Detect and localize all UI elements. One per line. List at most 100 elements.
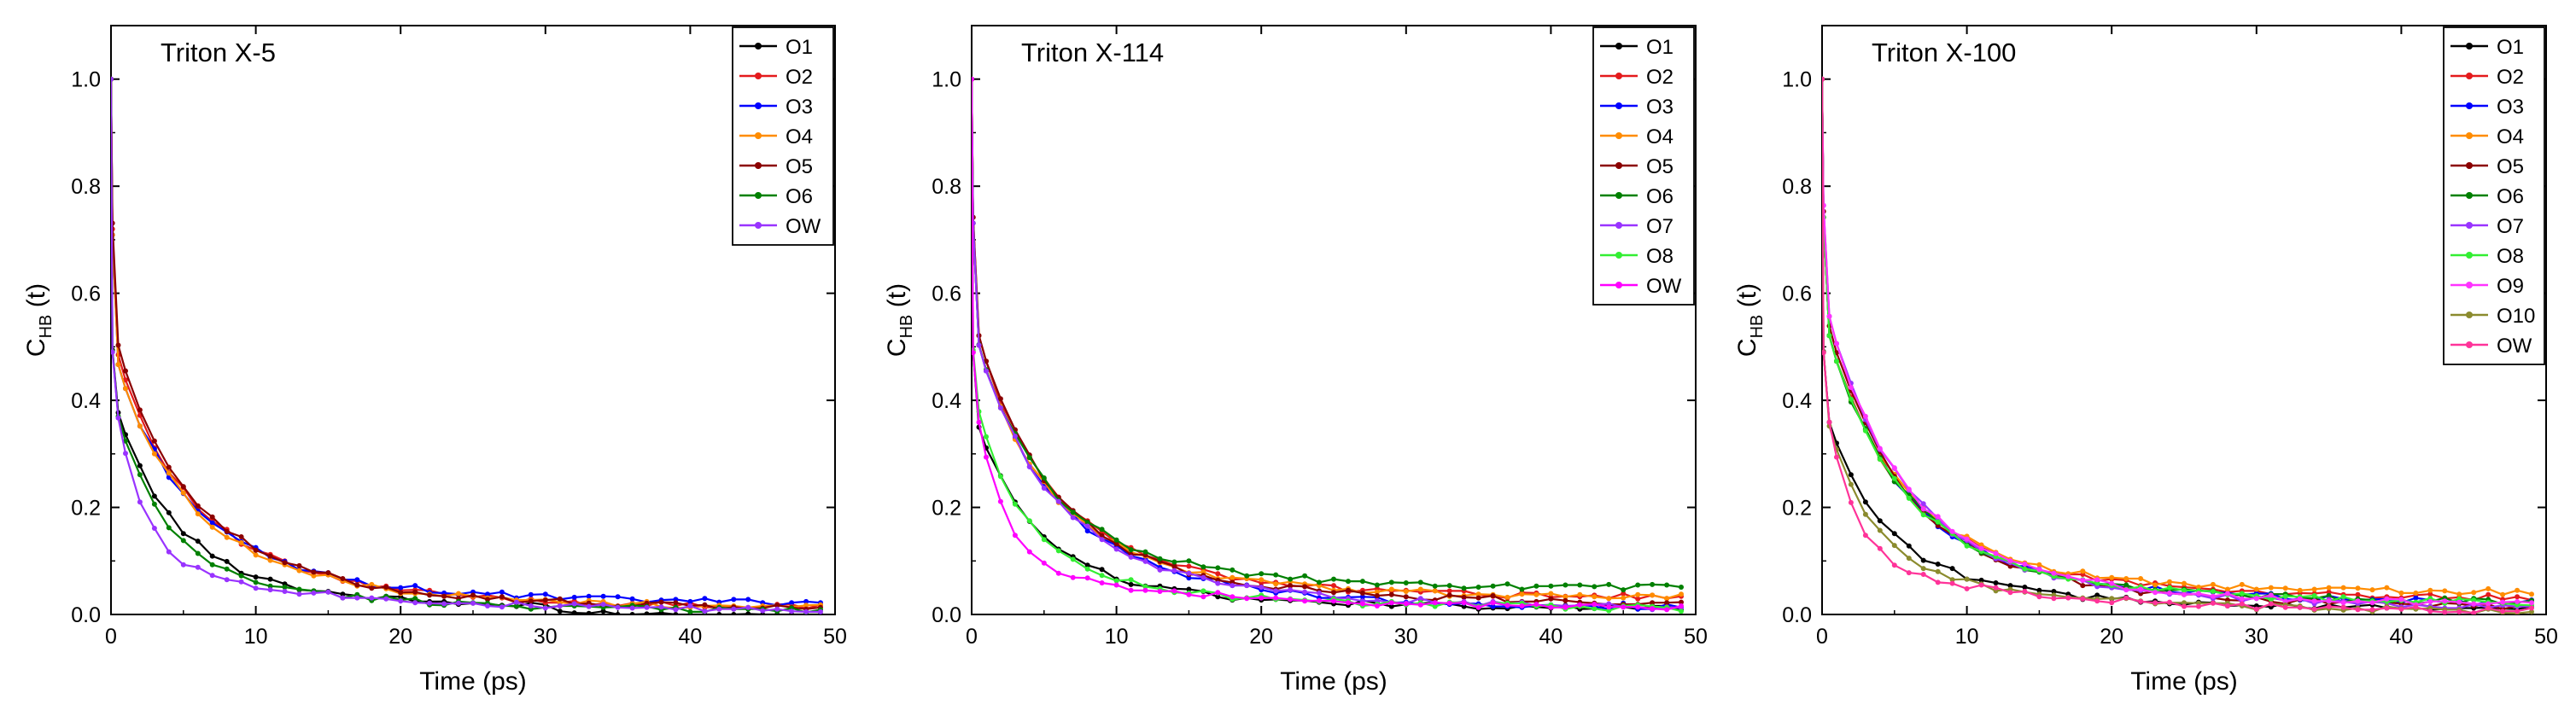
legend-label-ow: OW (1646, 275, 1682, 298)
data-point-o8 (1026, 518, 1032, 524)
data-point-o1 (673, 612, 679, 614)
data-point-o9 (1877, 445, 1883, 451)
data-point-o6 (1317, 579, 1322, 585)
y-tick-label: 0.4 (71, 389, 101, 413)
x-tick-label: 40 (678, 625, 702, 649)
data-point-o1 (340, 591, 346, 597)
data-point-o5 (398, 590, 404, 596)
data-point-ow (1070, 574, 1076, 580)
data-point-o8 (997, 474, 1003, 480)
legend-label-o3: O3 (2497, 96, 2524, 119)
data-point-o10 (1877, 527, 1883, 533)
legend-marker (2466, 132, 2473, 139)
data-point-o8 (2022, 566, 2028, 572)
data-point-o6 (1446, 583, 1452, 589)
data-point-ow (716, 606, 722, 612)
data-point-o7 (1302, 589, 1308, 595)
data-point-ow (2036, 594, 2042, 600)
chart-panel-2: 0 10 20 30 40 50 0.0 0.2 0.4 0.6 0.8 1.0 Time (ps) CH… (883, 25, 1708, 696)
data-point-o5 (1650, 600, 1656, 606)
data-point-ow (1171, 588, 1177, 594)
data-point-o6 (1259, 571, 1265, 577)
data-point-o9 (1848, 385, 1854, 390)
data-point-o6 (1099, 527, 1105, 533)
data-point-ow (2456, 608, 2462, 614)
data-point-ow (1606, 604, 1612, 610)
data-point-o6 (209, 562, 215, 568)
data-point-o9 (2442, 598, 2448, 604)
data-point-o2 (2326, 589, 2332, 595)
data-point-o5 (1446, 592, 1452, 598)
data-point-ow (1563, 604, 1568, 610)
data-point-ow (1978, 582, 1984, 588)
data-point-o5 (658, 599, 664, 605)
data-point-ow (311, 590, 317, 596)
data-point-ow (1906, 570, 1912, 576)
data-point-o4 (2355, 585, 2361, 591)
legend-label-o2: O2 (2497, 66, 2524, 89)
data-point-o4 (2515, 587, 2521, 593)
data-point-o1 (151, 493, 157, 499)
data-point-o5 (499, 594, 505, 600)
data-point-o4 (2282, 585, 2288, 591)
y-tick-label: 0.0 (1782, 603, 1812, 627)
data-point-o8 (1128, 577, 1134, 583)
data-point-o1 (137, 463, 143, 469)
data-point-o6 (1346, 579, 1351, 585)
data-point-o5 (2080, 583, 2086, 589)
data-point-o4 (1374, 589, 1380, 595)
data-point-ow (1461, 600, 1467, 606)
data-point-o4 (1533, 591, 1539, 597)
legend-marker (1615, 192, 1622, 199)
data-point-o10 (1891, 543, 1897, 549)
data-point-o6 (2326, 593, 2332, 598)
legend-marker (2466, 162, 2473, 169)
data-point-o3 (528, 591, 534, 597)
data-point-o6 (1302, 573, 1308, 579)
data-point-ow (629, 605, 635, 611)
data-point-o8 (2282, 593, 2288, 599)
data-point-ow (615, 604, 621, 610)
data-point-o3 (600, 593, 606, 599)
data-point-o5 (1359, 590, 1365, 596)
series-line-o1 (1822, 79, 2532, 611)
data-point-o5 (123, 368, 128, 374)
data-point-o7 (1259, 585, 1265, 590)
legend-label-ow: OW (786, 215, 821, 238)
data-point-o6 (1288, 576, 1294, 582)
data-point-o10 (1935, 568, 1941, 574)
data-point-o5 (1288, 583, 1294, 589)
series-line-ow (972, 79, 1682, 611)
data-point-ow (687, 603, 693, 608)
data-point-ow (2182, 603, 2187, 609)
data-point-o5 (1461, 594, 1467, 600)
y-tick-label: 1.0 (71, 68, 101, 92)
data-point-o8 (1055, 548, 1061, 554)
data-point-o5 (1302, 584, 1308, 590)
series-group (1822, 76, 2534, 614)
data-point-ow (1679, 603, 1684, 608)
legend-marker (755, 162, 762, 169)
legend-label-o5: O5 (2497, 155, 2524, 178)
data-point-ow (282, 589, 288, 594)
y-tick-label: 0.6 (71, 282, 101, 306)
data-point-o3 (1359, 594, 1365, 600)
data-point-o6 (1041, 475, 1047, 480)
data-point-o1 (267, 576, 273, 582)
data-point-o8 (1113, 578, 1119, 584)
data-point-ow (1446, 600, 1452, 606)
data-point-o4 (1259, 577, 1265, 583)
data-point-o9 (2109, 580, 2115, 586)
data-point-o3 (745, 597, 751, 603)
data-point-o6 (1461, 585, 1467, 591)
data-point-o4 (1519, 591, 1525, 597)
data-point-o2 (1621, 591, 1627, 597)
data-point-o9 (2051, 570, 2057, 576)
data-point-o3 (485, 591, 490, 597)
legend-label-o4: O4 (2497, 125, 2524, 148)
data-point-o1 (644, 611, 650, 614)
data-point-ow (238, 579, 244, 585)
data-point-ow (1200, 594, 1206, 600)
data-point-o5 (209, 514, 215, 520)
data-point-ow (2340, 604, 2346, 610)
